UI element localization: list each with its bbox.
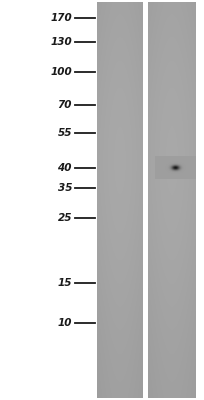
Bar (94, 2, 97, 398)
Bar (143, 2, 148, 398)
Text: 70: 70 (58, 100, 72, 110)
Text: 25: 25 (58, 213, 72, 223)
Text: 55: 55 (58, 128, 72, 138)
Text: 170: 170 (50, 13, 72, 23)
Text: 130: 130 (50, 37, 72, 47)
Text: 10: 10 (58, 318, 72, 328)
Text: 40: 40 (58, 163, 72, 173)
Text: 35: 35 (58, 183, 72, 193)
Text: 100: 100 (50, 67, 72, 77)
Text: 15: 15 (58, 278, 72, 288)
Bar (196, 2, 198, 398)
